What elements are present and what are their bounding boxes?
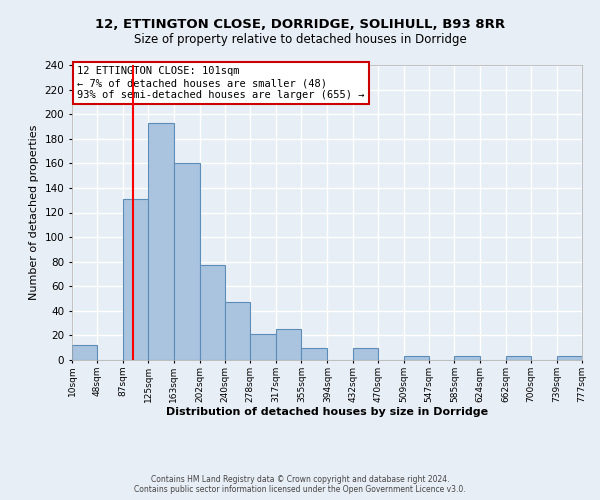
Bar <box>72 345 97 360</box>
Text: 12 ETTINGTON CLOSE: 101sqm
← 7% of detached houses are smaller (48)
93% of semi-: 12 ETTINGTON CLOSE: 101sqm ← 7% of detac… <box>77 66 365 100</box>
Text: 12, ETTINGTON CLOSE, DORRIDGE, SOLIHULL, B93 8RR: 12, ETTINGTON CLOSE, DORRIDGE, SOLIHULL,… <box>95 18 505 30</box>
Text: Contains HM Land Registry data © Crown copyright and database right 2024.
Contai: Contains HM Land Registry data © Crown c… <box>134 474 466 494</box>
X-axis label: Distribution of detached houses by size in Dorridge: Distribution of detached houses by size … <box>166 408 488 418</box>
Y-axis label: Number of detached properties: Number of detached properties <box>29 125 39 300</box>
Bar <box>454 356 480 360</box>
Bar <box>200 266 225 360</box>
Text: Size of property relative to detached houses in Dorridge: Size of property relative to detached ho… <box>134 32 466 46</box>
Bar <box>353 348 378 360</box>
Bar <box>276 330 301 360</box>
Bar <box>506 356 531 360</box>
Bar <box>557 356 582 360</box>
Bar <box>123 199 148 360</box>
Bar <box>404 356 429 360</box>
Bar <box>174 164 200 360</box>
Bar <box>250 334 276 360</box>
Bar <box>148 123 174 360</box>
Bar <box>301 348 328 360</box>
Bar <box>225 302 250 360</box>
